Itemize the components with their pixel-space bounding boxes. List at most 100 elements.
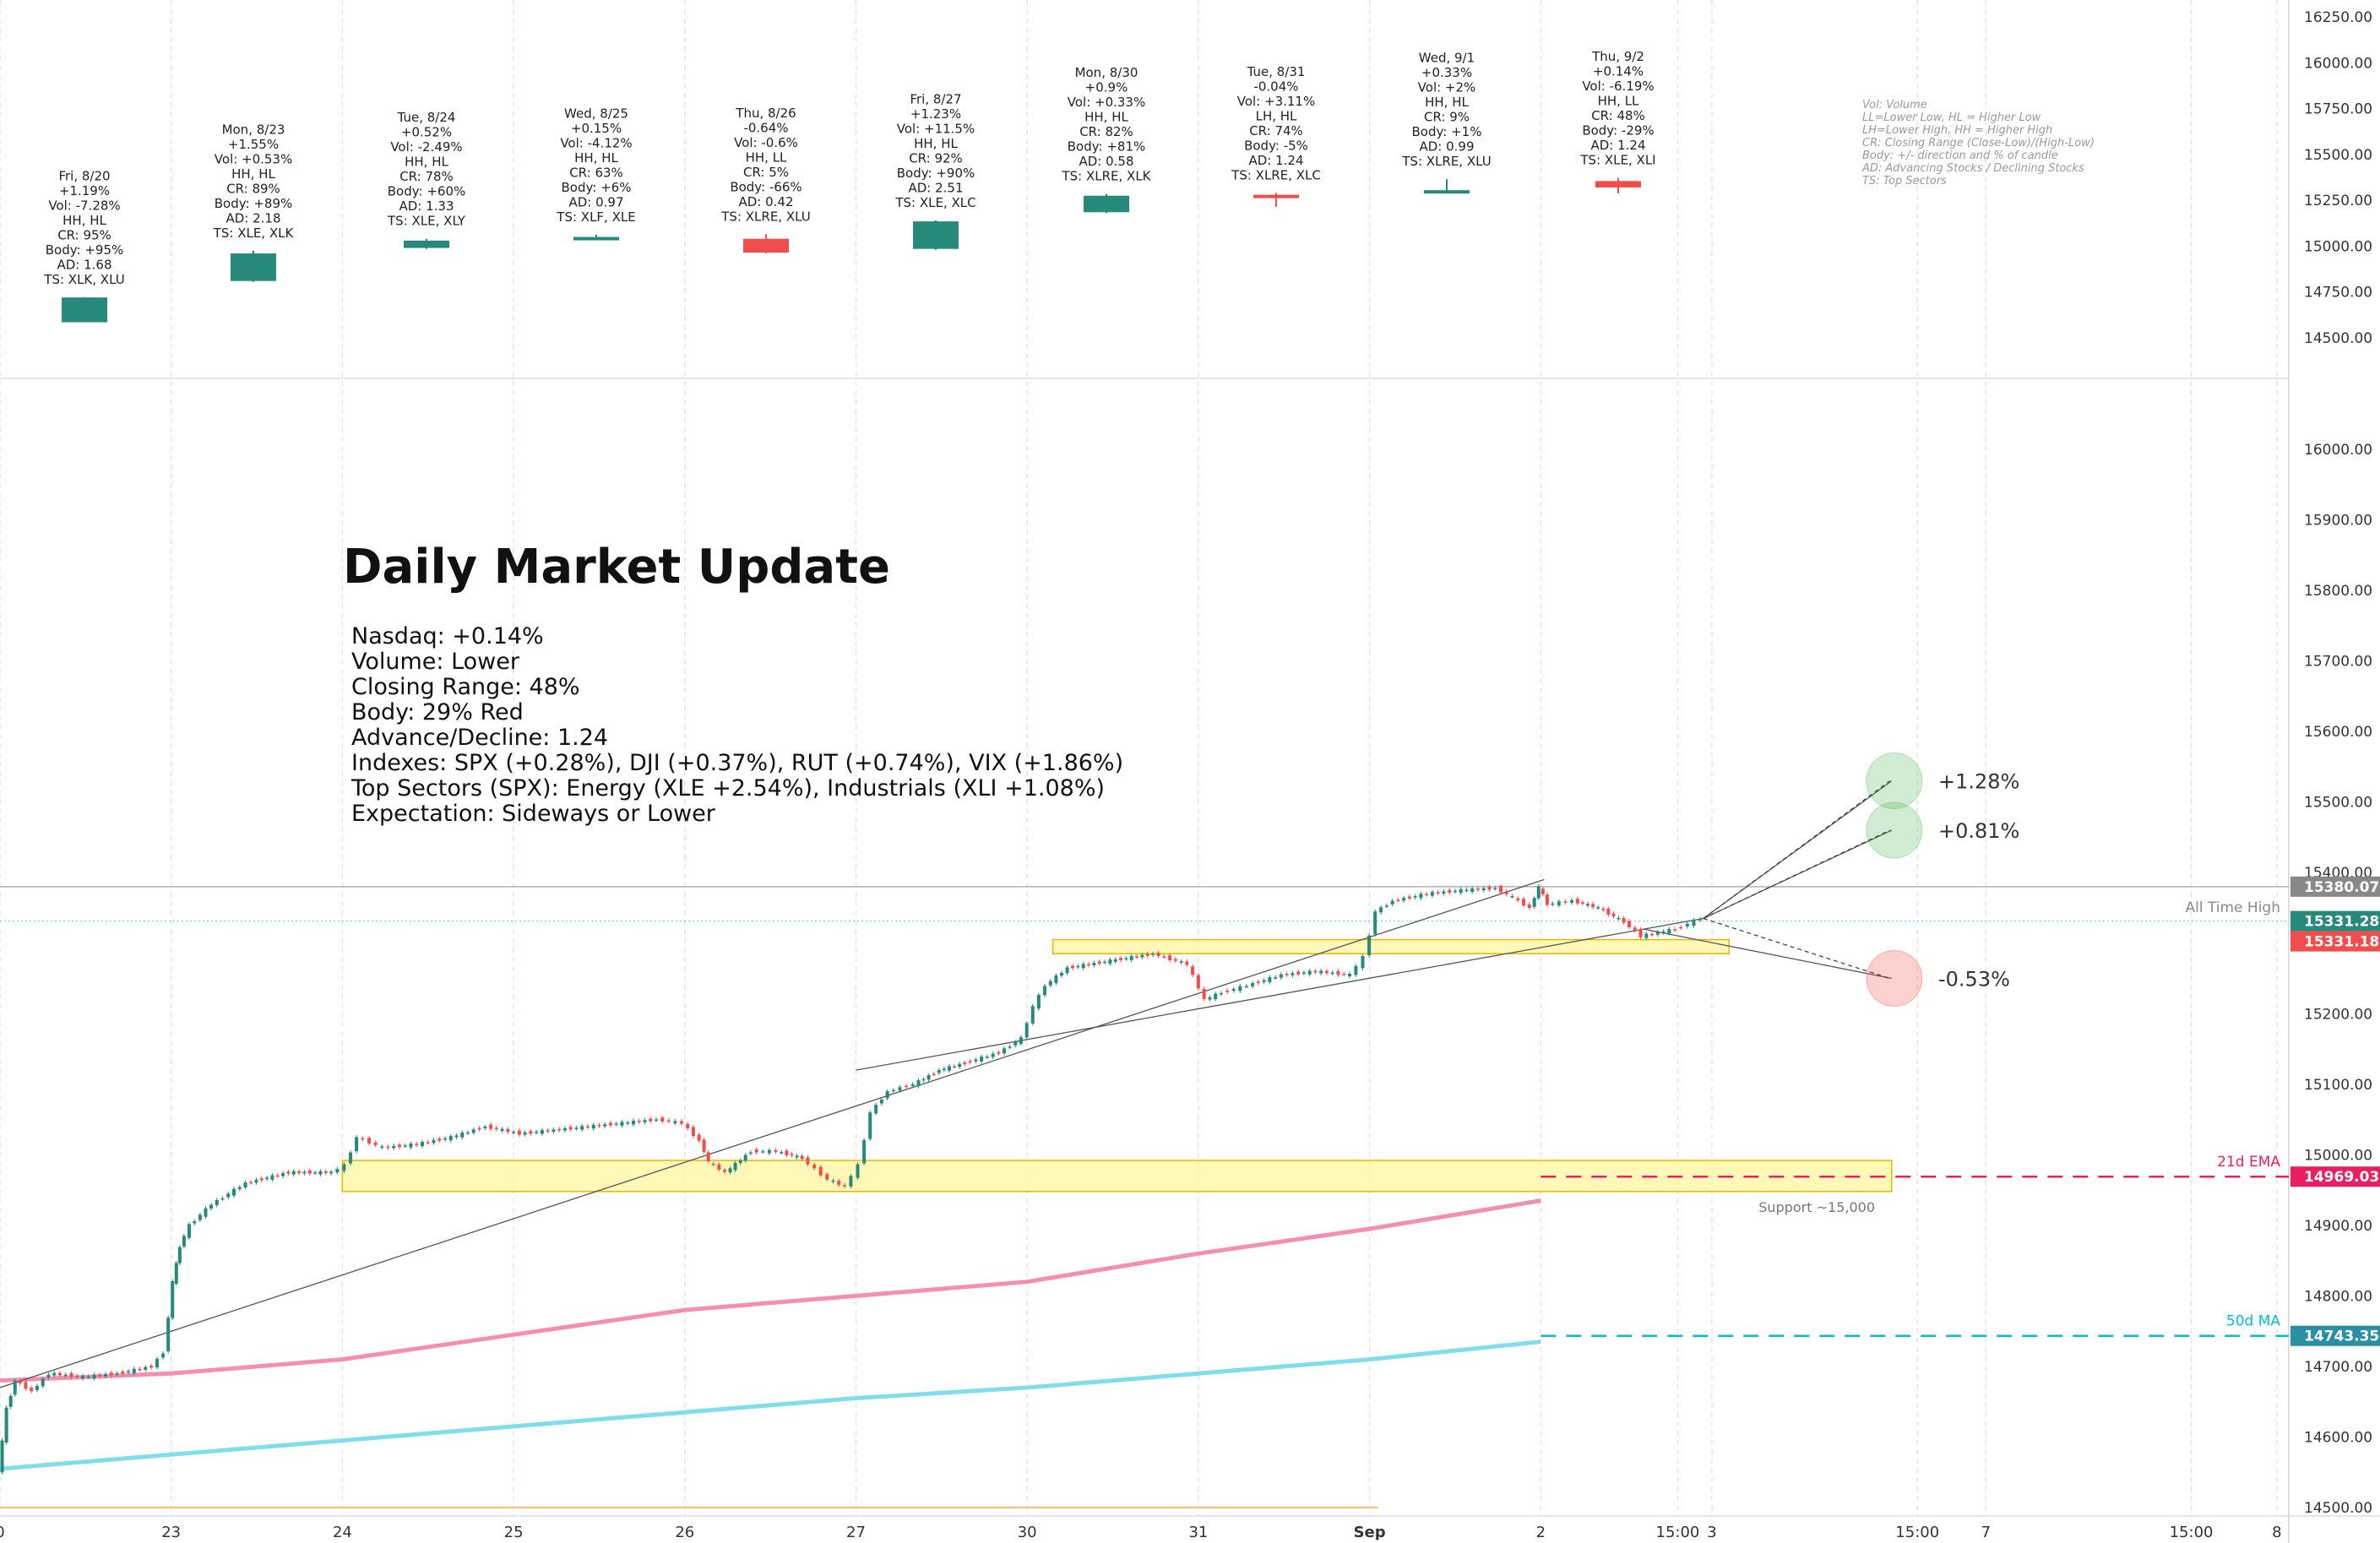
day-label-ts: TS: XLRE, XLU [720,209,810,224]
time-axis-tick: 31 [1188,1524,1208,1541]
price-candle [291,1171,296,1175]
price-candle [1379,907,1383,913]
day-label-chg: +1.23% [910,106,961,122]
price-candle [767,1149,771,1154]
time-axis-tick: 25 [504,1524,524,1541]
price-candle [171,1280,175,1318]
price-candle [1324,970,1329,974]
day-label-date: Tue, 8/24 [397,110,456,125]
price-candle [243,1182,247,1188]
price-candle [1262,980,1266,982]
day-label-hh: HH, HL [405,155,448,170]
price-candle [1013,1041,1018,1046]
day-label-hh: HH, HL [1084,110,1128,125]
price-candle [1685,923,1689,926]
market-info-line: Volume: Lower [351,649,520,675]
time-axis-tick: 23 [161,1524,181,1541]
main-axis-tick: 15200.00 [2304,1006,2372,1023]
grid-layer [0,0,2278,1516]
price-candle [580,1126,584,1130]
price-candle [30,1387,34,1392]
price-candle [1464,889,1469,892]
price-candle [1162,956,1166,959]
time-axis-tick: 8 [2272,1524,2281,1541]
day-label-ts: TS: XLRE, XLK [1061,169,1151,184]
price-candle [1425,894,1429,895]
ma50-value-tag: 14743.35 [2304,1328,2379,1345]
daily-candle-body [404,240,449,248]
price-candle [603,1124,607,1127]
price-candle [80,1376,84,1379]
price-candle [193,1221,197,1224]
day-label-ts: TS: XLRE, XLU [1401,154,1491,169]
day-label-vol: Vol: -0.6% [734,135,798,150]
price-candle [1124,958,1128,959]
price-candle [86,1376,90,1378]
day-label-cr: CR: 92% [909,151,963,166]
price-candle [885,1091,889,1099]
price-candle [1611,913,1616,916]
price-candle [355,1137,359,1152]
price-candle [637,1121,641,1122]
price-candle [780,1152,784,1154]
last-price-red-tag: 15331.18 [2304,934,2379,951]
day-label-ad: AD: 0.97 [568,194,623,209]
ath-tag-bg [2290,876,2380,897]
price-candle [1347,973,1351,976]
price-candle [307,1170,312,1174]
time-axis-tick: 15:00 [1895,1524,1939,1541]
price-candle [660,1117,665,1122]
target-label: +0.81% [1938,819,2019,843]
price-candle [1097,961,1101,964]
price-candle [968,1061,972,1063]
daily-candle-body [1084,195,1129,213]
trendline [1643,928,1892,980]
daily-candle-body [1424,190,1470,194]
day-label-cr: CR: 89% [226,181,280,196]
market-info-line: Body: 29% Red [351,699,524,725]
price-candle [41,1378,45,1387]
price-candle [1402,898,1406,901]
price-candle [161,1353,166,1358]
price-candle [1448,889,1452,893]
price-candle [1129,956,1133,960]
price-candle [761,1151,765,1153]
price-candle [574,1127,579,1129]
day-label-ad: AD: 0.99 [1419,139,1474,155]
price-candle [947,1066,951,1071]
price-candle [373,1142,378,1145]
price-candle [733,1162,737,1171]
price-candle [868,1112,872,1139]
time-axis-tick: 3 [1707,1524,1716,1541]
day-label-vol: Vol: -6.19% [1582,79,1654,94]
day-label-ts: TS: XLE, XLC [894,195,975,210]
price-candle [361,1138,365,1140]
day-label-ad: AD: 1.68 [57,257,111,272]
day-label-ad: AD: 1.33 [399,198,454,214]
price-candle [226,1193,231,1198]
daily-candle-body [1253,194,1299,198]
target-label: -0.53% [1938,968,2010,992]
day-label-cr: CR: 82% [1079,124,1133,139]
day-label-vol: Vol: +0.53% [215,151,292,166]
price-candle [702,1139,706,1152]
last-price-red-tag-bg [2290,931,2380,952]
top-axis-tick: 14500.00 [2304,330,2372,347]
price-candle [818,1166,823,1176]
price-candle [1540,888,1545,894]
price-candle [1586,904,1590,906]
price-candle [1384,905,1388,907]
price-candle [529,1131,533,1134]
price-candle [1003,1048,1007,1054]
price-candle [1504,891,1508,894]
trendline [0,878,1545,1388]
day-label-chg: +1.55% [228,137,279,152]
time-axis-tick: 15:00 [2170,1524,2214,1541]
price-candle [103,1373,107,1377]
day-label-chg: +0.52% [401,125,452,140]
price-candle [937,1070,941,1073]
price-candle [1279,974,1283,978]
day-label-ts: TS: XLF, XLE [556,209,635,225]
price-candle [597,1125,601,1127]
price-candle [812,1164,817,1169]
